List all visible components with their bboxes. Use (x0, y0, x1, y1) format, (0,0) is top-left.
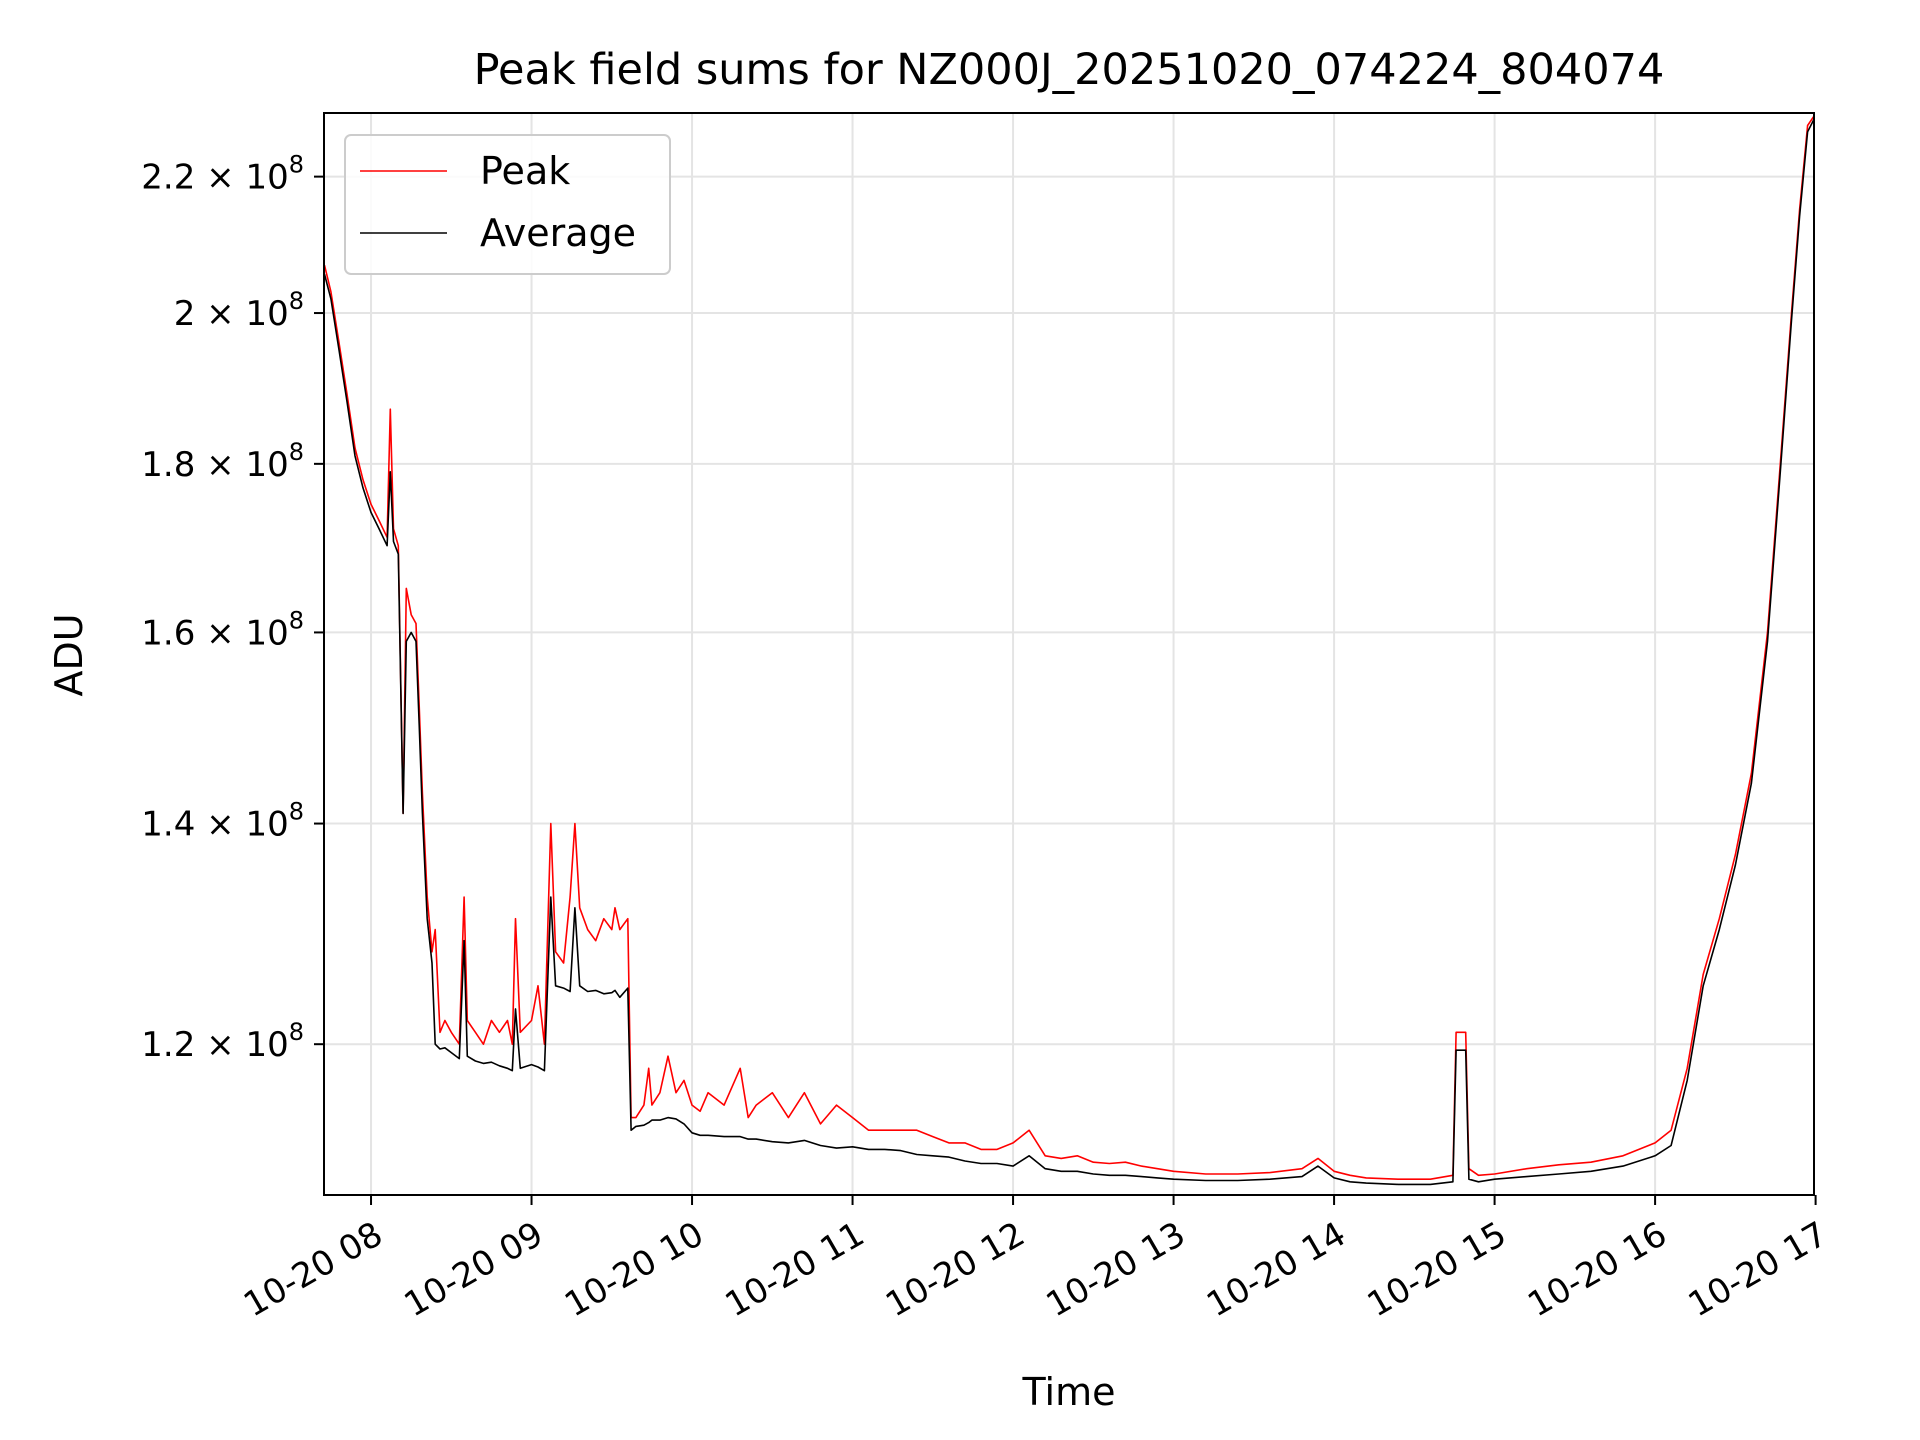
y-axis-label: ADU (47, 613, 91, 696)
series-line-average (324, 118, 1814, 1186)
plot-frame (323, 112, 1815, 1196)
legend-box (344, 134, 671, 275)
y-tick-label: 2 × 108 (174, 287, 304, 334)
legend-label-average: Average (480, 211, 636, 255)
y-tick-label: 1.2 × 108 (141, 1018, 304, 1065)
y-axis: 1.2 × 108 1.4 × 108 1.6 × 108 1.8 × 108 2 × … (141, 151, 324, 1065)
y-tick-label: 1.4 × 108 (141, 798, 304, 845)
y-tick-label: 2.2 × 108 (141, 151, 304, 198)
legend: Peak Average (344, 134, 671, 275)
grid (324, 113, 1814, 1195)
series-layer (324, 115, 1814, 1186)
y-tick-label: 1.6 × 108 (141, 606, 304, 653)
legend-label-peak: Peak (480, 149, 570, 193)
chart-title: Peak field sums for NZ000J_20251020_0742… (474, 45, 1665, 95)
y-tick-label: 1.8 × 108 (141, 438, 304, 485)
x-axis-label: Time (1022, 1370, 1116, 1414)
series-line-peak (324, 115, 1814, 1180)
